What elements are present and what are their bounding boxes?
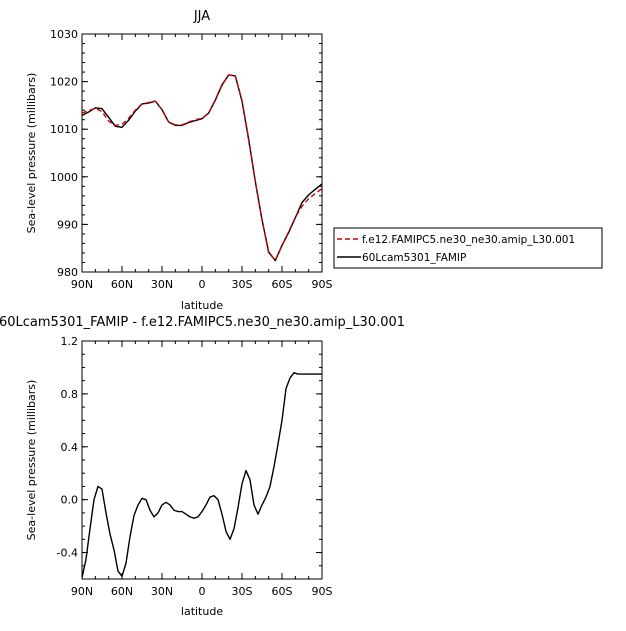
top-panel-series <box>82 74 322 262</box>
bottom-panel: 60Lcam5301_FAMIP - f.e12.FAMIPC5.ne30_ne… <box>0 315 405 618</box>
x-tick-label: 30N <box>151 278 173 291</box>
y-tick-label: 1030 <box>50 28 78 41</box>
y-tick-label: 0.8 <box>61 388 79 401</box>
y-tick-label: 1020 <box>50 76 78 89</box>
y-tick-label: 1.2 <box>61 335 79 348</box>
x-tick-label: 0 <box>199 585 206 598</box>
bottom-panel-frame <box>81 340 323 580</box>
y-tick-label: 980 <box>57 266 78 279</box>
top-panel-title: JJA <box>193 9 210 24</box>
x-tick-label: 60N <box>111 585 133 598</box>
top-panel-y-tick-labels: 980 990 1000 1010 1020 1030 <box>50 28 78 279</box>
y-tick-label: -0.4 <box>57 547 78 560</box>
series-line-1 <box>82 372 322 578</box>
y-tick-label: 0.0 <box>61 494 79 507</box>
x-tick-label: 90S <box>312 278 333 291</box>
x-tick-label: 30S <box>232 585 253 598</box>
legend-label-series-2: 60Lcam5301_FAMIP <box>362 252 466 264</box>
x-tick-label: 60N <box>111 278 133 291</box>
legend-label-series-1: f.e12.FAMIPC5.ne30_ne30.amip_L30.001 <box>362 234 575 246</box>
x-tick-label: 0 <box>199 278 206 291</box>
series-line-1 <box>82 74 322 261</box>
bottom-panel-title: 60Lcam5301_FAMIP - f.e12.FAMIPC5.ne30_ne… <box>0 315 405 330</box>
x-tick-label: 30S <box>232 278 253 291</box>
bottom-panel-x-axis-label: latitude <box>181 605 223 618</box>
top-panel-ticks <box>81 33 323 273</box>
y-tick-label: 0.4 <box>61 441 79 454</box>
y-tick-label: 1000 <box>50 171 78 184</box>
bottom-panel-y-tick-labels: -0.4 0.0 0.4 0.8 1.2 <box>57 335 78 560</box>
x-tick-label: 60S <box>272 585 293 598</box>
top-panel-y-axis-label: Sea-level pressure (millibars) <box>25 73 38 234</box>
legend-box <box>333 227 603 269</box>
bottom-panel-y-axis-label: Sea-level pressure (millibars) <box>25 380 38 541</box>
x-tick-label: 30N <box>151 585 173 598</box>
bottom-panel-ticks <box>81 340 323 580</box>
legend: f.e12.FAMIPC5.ne30_ne30.amip_L30.001 60L… <box>333 227 603 269</box>
series-line-2 <box>82 74 322 262</box>
x-tick-label: 60S <box>272 278 293 291</box>
top-panel: JJA 980 990 1000 1010 1020 1030 90N 60N 30N 0 30S… <box>25 9 333 312</box>
x-tick-label: 90S <box>312 585 333 598</box>
y-tick-label: 1010 <box>50 123 78 136</box>
top-panel-x-tick-labels: 90N 60N 30N 0 30S 60S 90S <box>71 278 333 291</box>
x-tick-label: 90N <box>71 278 93 291</box>
bottom-panel-series <box>82 372 322 578</box>
top-panel-x-axis-label: latitude <box>181 299 223 312</box>
x-tick-label: 90N <box>71 585 93 598</box>
bottom-panel-x-tick-labels: 90N 60N 30N 0 30S 60S 90S <box>71 585 333 598</box>
y-tick-label: 990 <box>57 218 78 231</box>
